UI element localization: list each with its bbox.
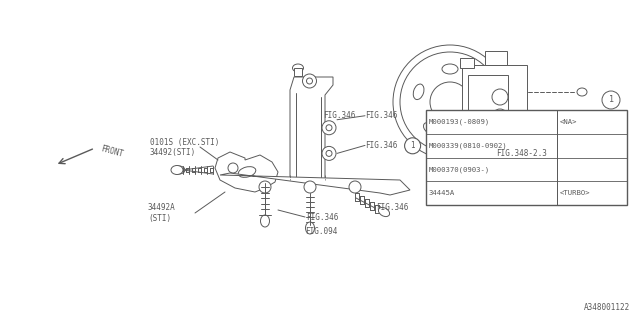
Ellipse shape: [171, 165, 183, 174]
Ellipse shape: [173, 166, 185, 174]
Bar: [426, 110, 627, 205]
Text: 34492(STI): 34492(STI): [150, 148, 196, 156]
Text: FRONT: FRONT: [100, 145, 125, 159]
Polygon shape: [220, 173, 410, 195]
Circle shape: [349, 181, 361, 193]
Text: 0101S (EXC.STI): 0101S (EXC.STI): [150, 138, 220, 147]
Text: A348001122: A348001122: [584, 303, 630, 312]
Text: FIG.346: FIG.346: [376, 204, 408, 212]
Text: FIG.346: FIG.346: [323, 110, 355, 119]
Ellipse shape: [577, 88, 587, 96]
Ellipse shape: [442, 64, 458, 74]
Text: FIG.348-2.3: FIG.348-2.3: [496, 149, 547, 158]
Ellipse shape: [378, 207, 390, 217]
Text: 34445A: 34445A: [429, 190, 455, 196]
Circle shape: [393, 45, 507, 159]
Circle shape: [259, 181, 271, 193]
Ellipse shape: [238, 167, 256, 177]
Circle shape: [303, 74, 317, 88]
Polygon shape: [290, 77, 333, 180]
Circle shape: [307, 78, 312, 84]
Text: FIG.094: FIG.094: [305, 228, 337, 236]
Circle shape: [602, 91, 620, 109]
Polygon shape: [215, 152, 278, 192]
Bar: [460, 58, 474, 68]
Circle shape: [492, 89, 508, 105]
Circle shape: [322, 147, 336, 160]
Text: <NA>: <NA>: [559, 119, 577, 125]
Text: M000339(0810-0902): M000339(0810-0902): [429, 142, 508, 149]
Circle shape: [228, 163, 238, 173]
Circle shape: [326, 150, 332, 156]
Ellipse shape: [424, 123, 438, 135]
Ellipse shape: [260, 215, 269, 227]
Circle shape: [304, 181, 316, 193]
Ellipse shape: [305, 222, 314, 234]
Text: <TURBO>: <TURBO>: [559, 190, 590, 196]
Circle shape: [400, 52, 500, 152]
Circle shape: [326, 125, 332, 131]
Text: M000370(0903-): M000370(0903-): [429, 166, 490, 173]
Text: (STI): (STI): [148, 213, 171, 222]
Ellipse shape: [413, 84, 424, 100]
Text: M000193(-0809): M000193(-0809): [429, 119, 490, 125]
Text: FIG.346: FIG.346: [365, 141, 397, 150]
Circle shape: [404, 138, 420, 154]
Bar: [294, 68, 302, 76]
Text: 34492A: 34492A: [148, 204, 176, 212]
Ellipse shape: [462, 123, 477, 135]
Circle shape: [430, 82, 470, 122]
Text: FIG.346: FIG.346: [365, 111, 397, 120]
Circle shape: [322, 121, 336, 135]
Ellipse shape: [292, 64, 303, 72]
Bar: [485, 51, 507, 65]
Text: FIG.346: FIG.346: [306, 212, 339, 221]
Bar: [462, 65, 527, 140]
Text: 1: 1: [609, 95, 614, 105]
Bar: [468, 75, 508, 130]
Circle shape: [492, 109, 508, 125]
Ellipse shape: [476, 84, 487, 100]
Text: 1: 1: [410, 141, 415, 150]
